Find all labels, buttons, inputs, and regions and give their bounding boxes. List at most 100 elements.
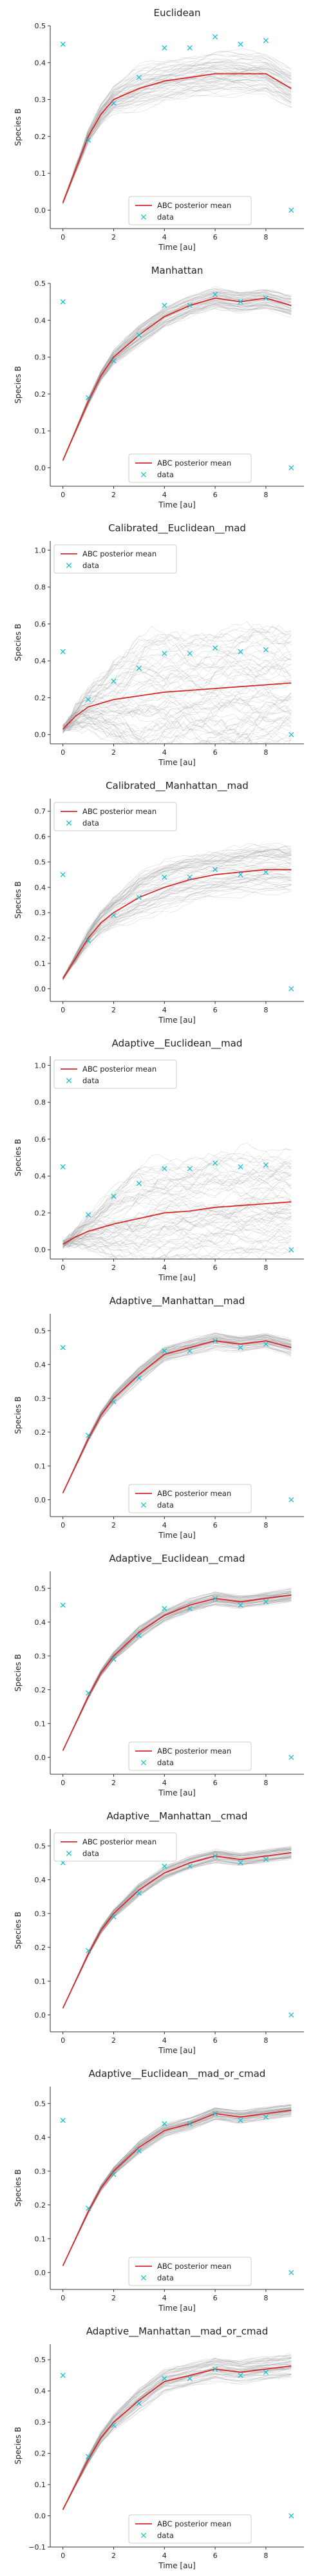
legend: ABC posterior mean data	[128, 2514, 252, 2544]
sample-trajectory	[62, 1155, 292, 1243]
chart-panel-6: Adaptive__Euclidean__cmad 0.0 0.1 0.2 0.3 0.4…	[14, 1553, 304, 1797]
sample-trajectory	[62, 304, 292, 461]
sample-trajectory	[62, 1857, 292, 2009]
sample-trajectory	[62, 1857, 292, 2009]
chart-title: Adaptive__Euclidean__cmad	[109, 1553, 245, 1565]
sample-trajectory	[62, 1849, 292, 2009]
sample-trajectory	[62, 1599, 292, 1750]
chart-title: Adaptive__Euclidean__mad	[112, 1037, 243, 1050]
y-tick-label: 0.2	[35, 390, 46, 399]
sample-trajectory	[62, 1340, 292, 1493]
sample-trajectory	[62, 1197, 292, 1247]
data-point	[60, 649, 66, 654]
legend-marker-swatch	[66, 562, 72, 569]
sample-trajectory	[62, 2376, 292, 2510]
sample-trajectory	[62, 2110, 292, 2266]
x-tick-label: 6	[213, 1779, 218, 1787]
sample-trajectory	[62, 1597, 292, 1750]
legend: ABC posterior mean data	[128, 2257, 252, 2286]
sample-trajectory	[62, 2111, 292, 2266]
legend-marker-swatch	[66, 1077, 72, 1084]
sample-trajectory	[62, 1341, 292, 1494]
posterior-samples	[62, 842, 292, 981]
sample-trajectory	[62, 659, 292, 725]
sample-trajectory	[62, 1591, 292, 1751]
y-tick-label: 0.0	[35, 1754, 46, 1762]
sample-trajectory	[62, 2115, 292, 2266]
sample-trajectory	[62, 62, 292, 202]
data-point	[263, 1599, 269, 1605]
x-tick-label: 6	[213, 1006, 218, 1014]
sample-trajectory	[62, 1151, 292, 1244]
data-point	[289, 1754, 294, 1760]
posterior-samples	[62, 621, 292, 744]
sample-trajectory	[62, 1599, 292, 1751]
sample-trajectory	[62, 633, 292, 732]
sample-trajectory	[62, 73, 292, 203]
sample-trajectory	[62, 652, 292, 726]
sample-trajectory	[62, 2112, 292, 2267]
x-tick-label: 2	[111, 2552, 116, 2560]
sample-trajectory	[62, 1848, 292, 2009]
data-point	[111, 1193, 117, 1199]
sample-trajectory	[62, 625, 292, 734]
sample-trajectory	[62, 1599, 292, 1750]
sample-trajectory	[62, 853, 292, 978]
sample-trajectory	[62, 296, 292, 460]
sample-trajectory	[62, 1588, 292, 1751]
sample-trajectory	[62, 1597, 292, 1751]
x-tick-label: 8	[263, 2036, 268, 2045]
sample-trajectory	[62, 299, 292, 461]
x-tick-label: 8	[263, 2552, 268, 2560]
sample-trajectory	[62, 1342, 292, 1493]
y-tick-label: 0.3	[35, 354, 46, 362]
sample-trajectory	[62, 1850, 292, 2009]
sample-trajectory	[62, 1333, 292, 1493]
sample-trajectory	[62, 1858, 292, 2009]
sample-trajectory	[62, 1848, 292, 2009]
data-point	[187, 1605, 193, 1611]
sample-trajectory	[62, 1846, 292, 2009]
data-point	[187, 303, 193, 308]
sample-trajectory	[62, 290, 292, 462]
y-tick-label: 0.5	[35, 1584, 46, 1593]
sample-trajectory	[62, 1848, 292, 2009]
sample-trajectory	[62, 1173, 292, 1244]
data-point	[111, 913, 117, 918]
x-tick-label: 4	[162, 1006, 167, 1014]
y-tick-label: 0.3	[35, 1909, 46, 1918]
sample-trajectory	[62, 851, 292, 980]
x-tick-label: 4	[162, 2552, 167, 2560]
data-point	[213, 2110, 218, 2117]
sample-trajectory	[62, 1594, 292, 1752]
sample-trajectory	[62, 1233, 292, 1259]
sample-trajectory	[62, 865, 292, 979]
y-tick-label: 1.0	[35, 1061, 46, 1070]
sample-trajectory	[62, 621, 292, 730]
sample-trajectory	[62, 1217, 292, 1244]
x-tick-label: 2	[111, 1006, 116, 1014]
sample-trajectory	[62, 1339, 292, 1493]
sample-trajectory	[62, 1593, 292, 1752]
data-point	[263, 2369, 269, 2375]
sample-trajectory	[62, 1848, 292, 2009]
sample-trajectory	[62, 2104, 292, 2266]
data-point	[213, 1338, 218, 1344]
x-tick-label: 6	[213, 2294, 218, 2302]
sample-trajectory	[62, 1198, 292, 1248]
sample-trajectory	[62, 888, 292, 978]
data-point	[86, 1690, 91, 1696]
sample-trajectory	[62, 849, 292, 978]
sample-trajectory	[62, 2373, 292, 2510]
sample-trajectory	[62, 876, 292, 979]
legend-entry-data: data	[82, 1849, 99, 1858]
sample-trajectory	[62, 1186, 292, 1249]
legend-entry-mean: ABC posterior mean	[157, 2519, 231, 2528]
sample-trajectory	[62, 721, 292, 744]
sample-trajectory	[62, 1848, 292, 2009]
y-axis-label: Species B	[14, 366, 23, 403]
sample-trajectory	[62, 716, 292, 744]
sample-trajectory	[62, 1337, 292, 1493]
sample-trajectory	[62, 1850, 292, 2009]
y-axis-label: Species B	[14, 1911, 23, 1949]
